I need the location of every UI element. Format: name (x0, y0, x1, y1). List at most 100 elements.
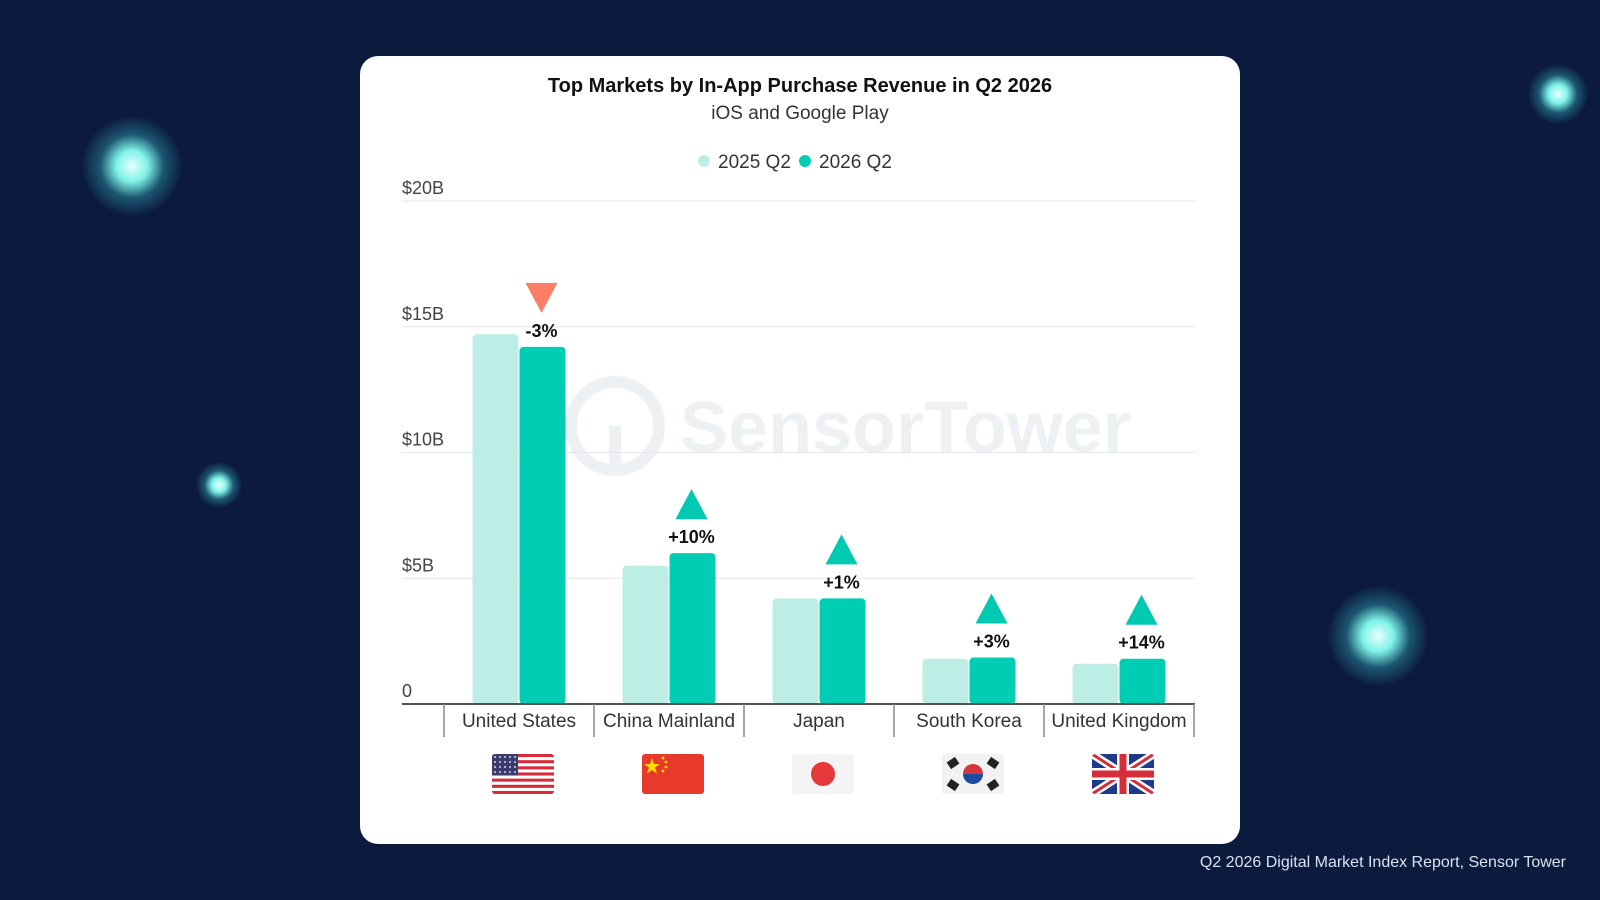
japan-flag-sun (811, 762, 835, 786)
up-triangle-icon (1125, 594, 1158, 625)
y-tick-label: $10B (402, 430, 444, 450)
y-tick-label: $5B (402, 555, 434, 575)
us-flag-stripe (492, 769, 554, 773)
background-glow (82, 116, 182, 216)
us-flag-stripe (492, 772, 554, 776)
legend-marker-1 (698, 155, 710, 167)
up-triangle-icon (825, 534, 858, 565)
us-flag-stripe (492, 781, 554, 785)
change-label-1: -3% (525, 321, 557, 341)
change-indicators: -3% +10% +1% +3% +14% (525, 282, 1165, 653)
chart-subtitle: iOS and Google Play (711, 103, 889, 124)
category-label: Japan (793, 711, 845, 732)
korea-flag-blue-half (963, 774, 983, 784)
china-flag-big-star (644, 758, 660, 774)
us-flag-star (494, 771, 496, 773)
us-flag-star (504, 756, 506, 758)
us-flag-star (499, 756, 501, 758)
korea-flag-red-half (963, 764, 983, 774)
south-korea-flag-icon (942, 754, 1004, 794)
us-flag-star (499, 771, 501, 773)
bar-2025-3 (772, 598, 819, 704)
legend-label-2: 2026 Q2 (819, 152, 892, 173)
background-glow (1528, 64, 1588, 124)
china-flag-icon (642, 754, 704, 794)
y-axis: 0 $5B $10B $15B $20B (402, 178, 444, 701)
category-label: United States (462, 711, 576, 732)
bar-2025-2 (622, 565, 669, 704)
change-label-5: +14% (1118, 633, 1165, 653)
up-triangle-icon (975, 593, 1008, 624)
us-flag-stripe (492, 760, 554, 764)
china-flag-field (642, 754, 704, 794)
chart-title: Top Markets by In-App Purchase Revenue i… (548, 75, 1052, 97)
legend-label-1: 2025 Q2 (718, 152, 791, 173)
y-tick-label: $15B (402, 304, 444, 324)
us-flag-stripe (492, 790, 554, 794)
us-flag-star (494, 761, 496, 763)
category-label: United Kingdom (1051, 711, 1186, 732)
bar-2026-2 (669, 553, 716, 704)
us-flag-stripe (492, 778, 554, 782)
us-flag-stripe (492, 757, 554, 761)
us-flag-icon (492, 754, 554, 794)
us-flag-stripe (492, 787, 554, 792)
us-flag-star (504, 771, 506, 773)
china-flag-small-star (661, 769, 665, 773)
us-flag-star (514, 761, 516, 763)
korea-flag-trigram (986, 778, 1000, 792)
us-flag-star (494, 766, 496, 768)
y-tick-label: $20B (402, 178, 444, 198)
us-flag-star (509, 756, 511, 758)
bar-2026-3 (819, 598, 866, 704)
us-flag-stripe (492, 784, 554, 789)
chart-svg: Top Markets by In-App Purchase Revenue i… (402, 75, 1195, 794)
y-tick-label: 0 (402, 681, 412, 701)
background-glow (1328, 586, 1428, 686)
china-flag-small-star (664, 760, 668, 764)
change-label-3: +1% (823, 572, 860, 592)
background-glow (196, 462, 242, 508)
bars (472, 334, 1166, 704)
chart-card: Top Markets by In-App Purchase Revenue i… (360, 56, 1240, 844)
us-flag-star (514, 756, 516, 758)
us-flag-star (494, 756, 496, 758)
us-flag-star (514, 771, 516, 773)
us-flag-star (509, 766, 511, 768)
bar-2026-1 (519, 346, 566, 704)
legend: 2025 Q2 2026 Q2 (698, 152, 892, 173)
korea-flag-trigram (986, 756, 1000, 770)
watermark-logo-stem (609, 426, 621, 474)
us-flag-star (499, 761, 501, 763)
japan-flag-icon (792, 754, 854, 794)
bar-2025-4 (922, 658, 969, 704)
korea-flag-trigram (946, 778, 960, 792)
change-label-4: +3% (973, 631, 1010, 651)
us-flag-star (499, 766, 501, 768)
up-triangle-icon (675, 489, 708, 520)
x-axis: United States China Mainland Japan South Ko… (402, 703, 1195, 737)
us-flag-star (504, 766, 506, 768)
category-label: South Korea (916, 711, 1022, 732)
us-flag-stripe (492, 754, 554, 758)
category-label: China Mainland (603, 711, 735, 732)
us-flag-stripe (492, 763, 554, 767)
bar-2026-4 (969, 657, 1016, 704)
bar-2026-5 (1119, 658, 1166, 704)
korea-flag-trigram (946, 756, 960, 770)
us-flag-stripe (492, 766, 554, 770)
country-flags (492, 754, 1154, 794)
uk-flag-icon (1092, 754, 1154, 794)
us-flag-canton (492, 754, 518, 776)
bar-2025-1 (472, 334, 519, 704)
bar-2025-5 (1072, 663, 1119, 704)
us-flag-stripe (492, 775, 554, 779)
change-label-2: +10% (668, 527, 715, 547)
uk-flag-cross-red (1092, 770, 1154, 778)
source-note: Q2 2026 Digital Market Index Report, Sen… (1199, 854, 1566, 871)
legend-marker-2 (799, 155, 811, 167)
sensor-tower-watermark: SensorTower (565, 376, 1131, 476)
us-flag-star (514, 766, 516, 768)
us-flag-star (509, 761, 511, 763)
down-triangle-icon (525, 282, 558, 313)
